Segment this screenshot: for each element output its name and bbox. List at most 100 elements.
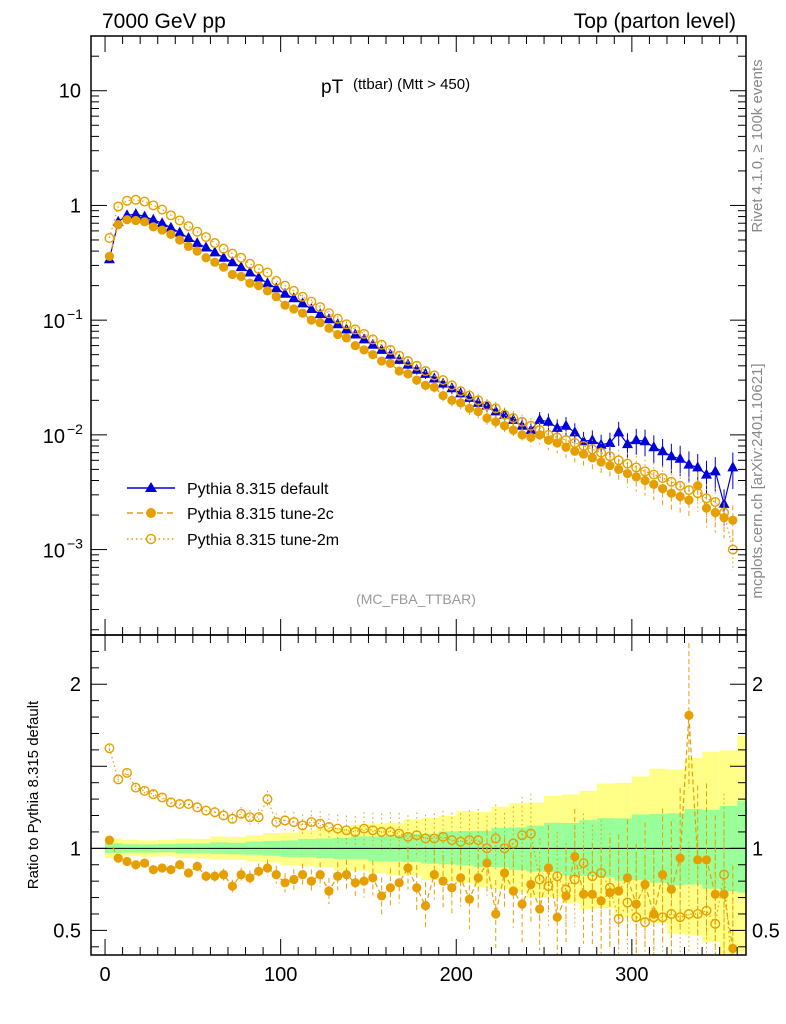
main-point-default [446, 382, 458, 393]
main-point-tune-2c [104, 251, 115, 261]
main-point-tune-2c [350, 340, 360, 351]
main-point-tune-2c [280, 300, 290, 310]
ratio-point-tune-2c [622, 873, 633, 883]
main-ytick-label: 10 [59, 81, 81, 103]
main-point-tune-2m [552, 432, 563, 443]
main-point-tune-2m [490, 403, 501, 414]
ratio-point-tune-2m [525, 828, 536, 839]
ratio-point-tune-2c [377, 891, 387, 901]
ratio-point-tune-2c [491, 909, 501, 919]
ratio-point-tune-2m [104, 743, 115, 754]
ratio-point-tune-2c [482, 858, 492, 868]
main-ytick-label-exp: −3 [67, 536, 83, 552]
ratio-point-tune-2m [675, 912, 686, 923]
main-point-tune-2m [394, 350, 405, 361]
main-point-tune-2m [701, 493, 712, 504]
main-ytick-label-exp: −2 [67, 421, 83, 437]
ratio-point-tune-2c [464, 894, 475, 904]
ratio-point-tune-2m [209, 807, 220, 818]
ratio-point-tune-2c [280, 878, 290, 888]
ratio-point-tune-2c [104, 835, 115, 845]
main-point-tune-2m [543, 429, 554, 440]
main-point-tune-2c [710, 508, 720, 518]
main-point-tune-2c [622, 468, 633, 479]
ratio-ytick-label: 2 [70, 674, 81, 696]
main-point-default [147, 213, 159, 224]
main-point-default [648, 441, 660, 452]
main-point-tune-2c [227, 269, 237, 280]
band-stat [614, 818, 632, 881]
main-point-default [683, 458, 695, 469]
main-point-default [525, 424, 537, 435]
main-point-tune-2c [614, 464, 624, 474]
main-point-tune-2c [341, 333, 352, 343]
main-point-default [323, 313, 335, 324]
ratio-point-tune-2m [701, 905, 712, 916]
main-point-tune-2c [139, 217, 150, 227]
main-point-tune-2m [402, 356, 413, 367]
ratio-point-tune-2m [192, 802, 203, 813]
ratio-point-tune-2c [324, 886, 334, 896]
main-point-tune-2m [271, 275, 282, 286]
ratio-point-tune-2m [481, 843, 492, 854]
legend-entry-default: Pythia 8.315 default [127, 481, 329, 498]
analysis-label: (MC_FBA_TTBAR) [356, 591, 476, 607]
main-point-default [665, 450, 677, 461]
main-point-default [253, 271, 265, 282]
main-point-default [674, 452, 686, 463]
main-point-tune-2c [394, 366, 404, 376]
ratio-point-tune-2m [508, 838, 519, 849]
main-point-tune-2m [332, 313, 343, 324]
main-point-default [393, 353, 405, 364]
ratio-ylabel: Ratio to Pythia 8.315 default [25, 700, 42, 889]
main-point-tune-2m [578, 440, 589, 451]
ratio-point-tune-2m [552, 871, 563, 882]
ratio-point-tune-2m [578, 858, 589, 869]
main-point-default [630, 434, 642, 445]
main-point-tune-2m [569, 437, 580, 448]
main-point-tune-2c [148, 222, 158, 232]
main-point-tune-2m [473, 395, 484, 406]
main-point-tune-2c [403, 369, 413, 379]
main-point-default [411, 363, 423, 374]
ratio-point-tune-2c [131, 860, 141, 870]
main-point-default [560, 419, 572, 430]
ratio-point-tune-2c [543, 863, 554, 873]
main-point-tune-2m [288, 285, 299, 296]
ratio-point-tune-2m [315, 818, 326, 829]
ratio-point-tune-2m [183, 799, 194, 810]
ratio-point-tune-2c [201, 871, 211, 881]
main-point-default [402, 358, 414, 369]
main-point-tune-2c [210, 257, 220, 267]
ratio-point-tune-2m [596, 867, 607, 878]
header-left: 7000 GeV pp [102, 10, 226, 33]
main-point-tune-2c [175, 235, 185, 245]
main-point-tune-2m [262, 267, 273, 278]
main-point-default [244, 266, 256, 277]
ratio-point-tune-2c [420, 901, 431, 911]
main-point-tune-2c [324, 323, 334, 333]
main-point-tune-2c [245, 278, 255, 288]
rivet-label: Rivet 4.1.0, ≥ 100k events [749, 59, 766, 232]
ratio-point-tune-2c [403, 863, 413, 873]
main-point-default [490, 405, 502, 416]
legend-entry-tune-2c: Pythia 8.315 tune-2c [127, 506, 334, 523]
ratio-point-tune-2m [499, 843, 510, 854]
main-point-tune-2m [420, 366, 431, 377]
main-point-tune-2c [631, 472, 641, 482]
main-point-tune-2m [508, 413, 519, 424]
ratio-point-tune-2c [578, 889, 589, 899]
ratio-point-tune-2c [614, 886, 624, 896]
main-point-default [551, 421, 563, 432]
main-point-tune-2m [218, 243, 229, 254]
main-point-tune-2c [412, 375, 422, 385]
ratio-point-tune-2c [148, 865, 158, 875]
ratio-point-tune-2c [394, 878, 404, 888]
ratio-point-tune-2m [148, 789, 159, 800]
ratio-point-tune-2m [139, 785, 150, 796]
main-point-tune-2c [218, 262, 229, 272]
main-point-tune-2c [377, 356, 387, 366]
ratio-point-tune-2c [587, 889, 597, 899]
main-point-tune-2c [289, 304, 299, 314]
